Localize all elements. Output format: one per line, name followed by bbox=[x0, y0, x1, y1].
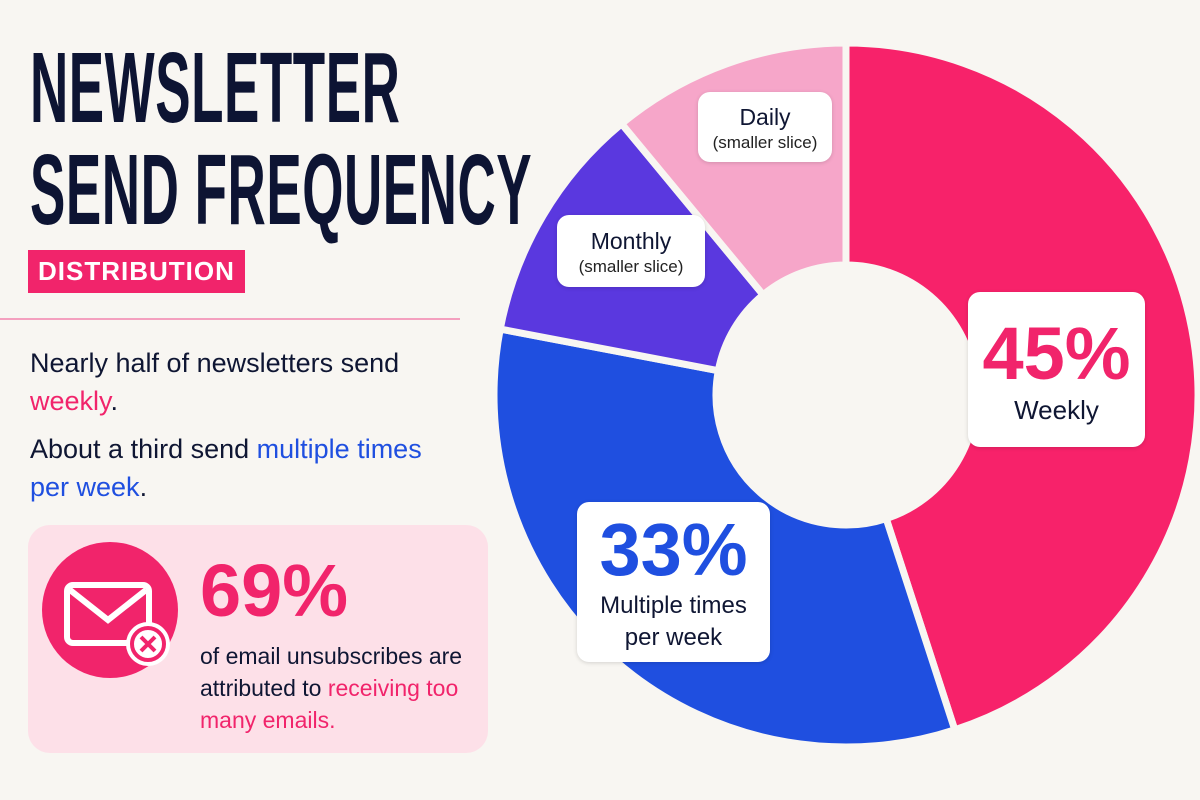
text: . bbox=[139, 472, 148, 502]
text: Nearly half of newsletters send bbox=[30, 348, 400, 378]
data-label: Daily (smaller slice) bbox=[698, 92, 832, 162]
category-label: Daily bbox=[739, 104, 791, 130]
description: Nearly half of newsletters send weekly. bbox=[30, 344, 460, 420]
mail-icon bbox=[42, 542, 178, 678]
title-line: SEND FREQUENCY bbox=[30, 134, 533, 246]
emphasis: weekly bbox=[30, 386, 111, 416]
category-label: Weekly bbox=[1014, 394, 1099, 425]
highlight: receiving too many emails. bbox=[200, 675, 459, 733]
value-label: 33% bbox=[599, 508, 748, 591]
category-label: Monthly bbox=[590, 228, 672, 254]
data-label: 33% Multiple times per week bbox=[577, 502, 770, 662]
value-label: 45% bbox=[982, 311, 1131, 395]
callout-text: of email unsubscribes are attributed to … bbox=[200, 640, 470, 736]
text: . bbox=[110, 386, 119, 416]
divider bbox=[0, 318, 460, 320]
description: About a third send multiple times per we… bbox=[30, 430, 460, 506]
data-label: 45% Weekly bbox=[968, 292, 1145, 447]
value-label: (smaller slice) bbox=[578, 257, 684, 276]
title-line: NEWSLETTER bbox=[30, 32, 401, 144]
data-label: Monthly (smaller slice) bbox=[557, 215, 705, 287]
emphasis: multiple times per week bbox=[30, 434, 422, 502]
subtitle: DISTRIBUTION bbox=[28, 250, 245, 293]
callout-stat: 69% bbox=[200, 549, 349, 632]
text: About a third send bbox=[30, 434, 257, 464]
text: of email unsubscribes are attributed to bbox=[200, 643, 463, 701]
value-label: (smaller slice) bbox=[712, 133, 818, 152]
category-label: Multiple times per week bbox=[600, 592, 747, 651]
